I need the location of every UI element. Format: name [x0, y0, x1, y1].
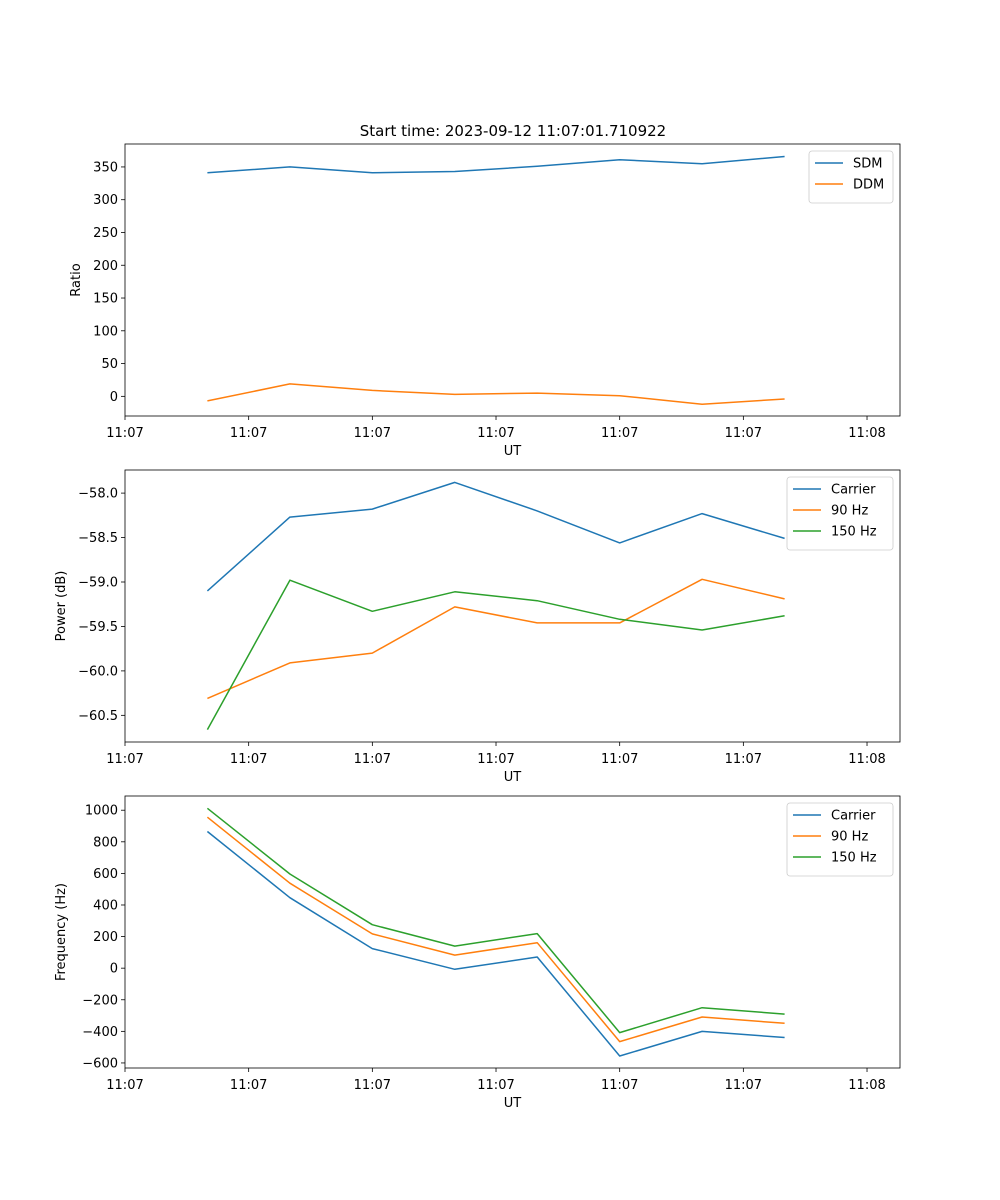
y-tick-label: 100 — [93, 324, 118, 339]
x-axis-label: UT — [504, 1096, 522, 1111]
y-tick-label: 200 — [93, 259, 118, 274]
y-tick-label: −60.5 — [78, 709, 118, 724]
x-tick-label: 11:07 — [601, 752, 638, 767]
y-tick-label: −58.0 — [78, 487, 118, 502]
x-tick-label: 11:07 — [725, 1078, 762, 1093]
series-line-90-hz — [206, 816, 785, 1043]
x-axis-label: UT — [504, 770, 522, 785]
series-line-carrier — [206, 830, 785, 1057]
x-tick-label: 11:07 — [477, 1078, 514, 1093]
legend-label: SDM — [853, 157, 882, 172]
y-tick-label: −59.0 — [78, 576, 118, 591]
x-tick-label: 11:08 — [848, 426, 885, 441]
series-line-ddm — [207, 383, 785, 405]
y-tick-label: 200 — [93, 930, 118, 945]
figure-title: Start time: 2023-09-12 11:07:01.710922 — [360, 122, 666, 140]
x-tick-label: 11:07 — [106, 752, 143, 767]
y-tick-label: 150 — [93, 292, 118, 307]
y-tick-label: 0 — [110, 962, 118, 977]
plot-frame — [124, 795, 901, 1069]
legend-label: 150 Hz — [831, 851, 877, 866]
x-tick-label: 11:07 — [106, 426, 143, 441]
x-tick-label: 11:07 — [601, 1078, 638, 1093]
y-tick-label: −58.5 — [78, 531, 118, 546]
chart-3: 11:07 11:07 11:07 11:07 11:07 11:07 11:08 −600 −… — [54, 795, 901, 1111]
y-tick-label: −600 — [82, 1056, 118, 1071]
y-tick-label: 400 — [93, 898, 118, 913]
legend-label: 150 Hz — [831, 525, 877, 540]
y-tick-label: −200 — [82, 993, 118, 1008]
plot-frame — [124, 143, 901, 417]
legend: Carrier 90 Hz 150 Hz — [786, 802, 894, 877]
series-line-sdm — [207, 155, 785, 174]
y-axis-label: Ratio — [69, 263, 84, 296]
x-tick-label: 11:07 — [601, 426, 638, 441]
x-tick-label: 11:07 — [354, 752, 391, 767]
legend: Carrier 90 Hz 150 Hz — [786, 476, 894, 551]
x-tick-label: 11:07 — [477, 752, 514, 767]
chart-2: 11:07 11:07 11:07 11:07 11:07 11:07 11:08 −60.5… — [54, 469, 901, 785]
x-axis-label: UT — [504, 444, 522, 459]
legend-label: 90 Hz — [831, 830, 868, 845]
y-tick-label: 800 — [93, 835, 118, 850]
x-tick-label: 11:07 — [354, 1078, 391, 1093]
legend: SDM DDM — [808, 150, 894, 204]
x-tick-label: 11:08 — [848, 752, 885, 767]
x-tick-label: 11:07 — [725, 426, 762, 441]
legend-label: Carrier — [831, 809, 876, 824]
x-tick-label: 11:07 — [106, 1078, 143, 1093]
y-tick-label: 50 — [101, 357, 118, 372]
x-tick-label: 11:07 — [230, 1078, 267, 1093]
y-tick-label: 350 — [93, 160, 118, 175]
series-line-90-hz — [207, 578, 785, 700]
y-tick-label: −60.0 — [78, 664, 118, 679]
y-tick-label: 0 — [110, 390, 118, 405]
y-tick-label: −400 — [82, 1025, 118, 1040]
y-tick-label: −59.5 — [78, 620, 118, 635]
legend-label: Carrier — [831, 483, 876, 498]
x-tick-label: 11:07 — [230, 426, 267, 441]
legend-box — [808, 150, 894, 204]
x-tick-label: 11:07 — [477, 426, 514, 441]
plot-frame — [124, 469, 901, 743]
y-axis-label: Frequency (Hz) — [54, 883, 69, 981]
x-tick-label: 11:08 — [848, 1078, 885, 1093]
series-line-150-hz — [206, 579, 785, 730]
series-line-150-hz — [206, 807, 785, 1034]
legend-label: DDM — [853, 178, 884, 193]
y-tick-label: 300 — [93, 193, 118, 208]
y-axis-label: Power (dB) — [54, 571, 69, 642]
x-tick-label: 11:07 — [725, 752, 762, 767]
x-tick-label: 11:07 — [230, 752, 267, 767]
chart-panels: 11:07 11:07 11:07 11:07 11:07 11:07 11:08 0 50 10… — [54, 143, 901, 1111]
chart-1: 11:07 11:07 11:07 11:07 11:07 11:07 11:08 0 50 10… — [69, 143, 901, 459]
series-line-carrier — [206, 481, 785, 592]
legend-label: 90 Hz — [831, 504, 868, 519]
y-tick-label: 250 — [93, 226, 118, 241]
x-tick-label: 11:07 — [354, 426, 391, 441]
y-tick-label: 600 — [93, 867, 118, 882]
y-tick-label: 1000 — [85, 804, 118, 819]
